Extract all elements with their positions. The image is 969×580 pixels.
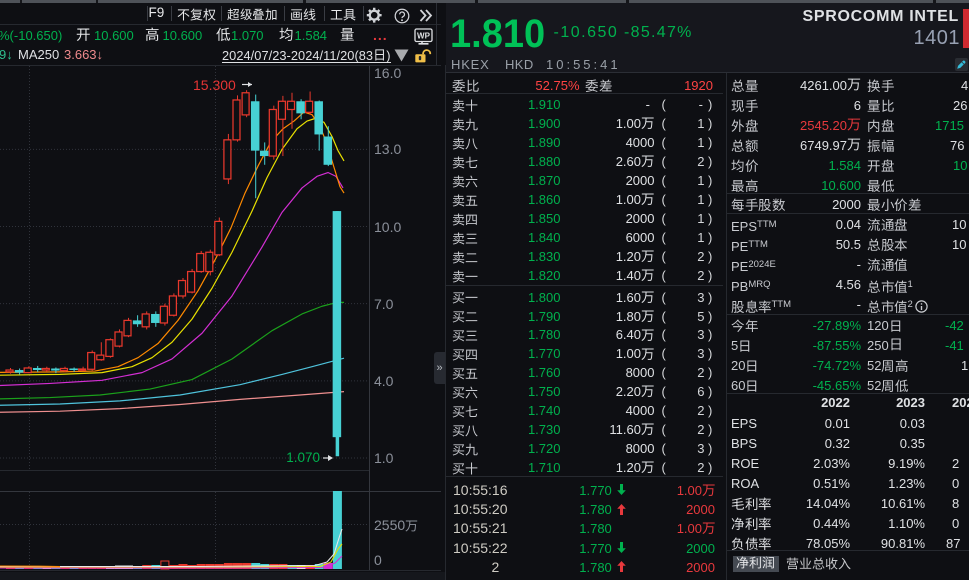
svg-text:WP: WP [417,32,431,41]
